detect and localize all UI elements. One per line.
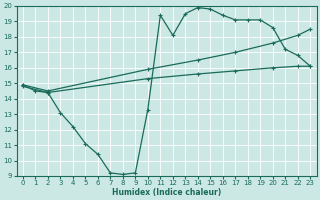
- X-axis label: Humidex (Indice chaleur): Humidex (Indice chaleur): [112, 188, 221, 197]
